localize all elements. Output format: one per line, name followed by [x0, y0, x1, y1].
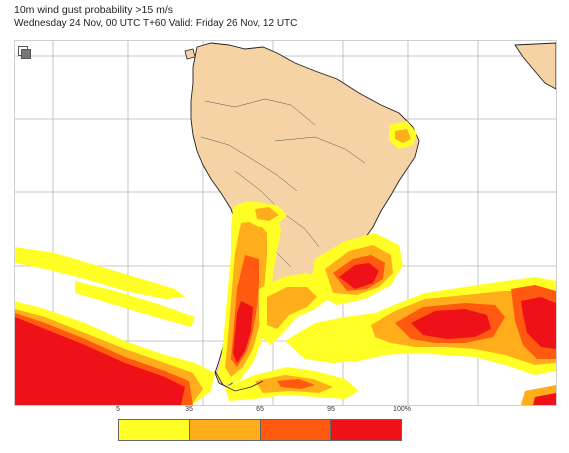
map-title: 10m wind gust probability >15 m/s [14, 4, 174, 16]
map-subtitle: Wednesday 24 Nov, 00 UTC T+60 Valid: Fri… [14, 18, 298, 29]
legend-tick-100: 100% [393, 406, 411, 413]
color-legend [118, 419, 402, 441]
field-65-95-drake [277, 379, 315, 389]
field-35-65-argentina [267, 287, 317, 329]
wind-probability-map [15, 41, 556, 405]
africa-corner-land [514, 42, 556, 90]
field-95-100-atlantic [411, 309, 491, 339]
legend-tick-95: 95 [327, 406, 335, 413]
field-95-100-west [15, 317, 185, 405]
legend-swatch-5-35 [119, 420, 190, 440]
field-95-100-east [521, 297, 556, 349]
tierra-del-fuego-coast [214, 370, 264, 392]
field-edge-east-red [533, 393, 556, 405]
legend-swatch-65-95 [260, 420, 332, 440]
map-panel[interactable] [14, 40, 557, 406]
legend-tick-65: 65 [256, 406, 264, 413]
legend-swatch-95-100 [331, 420, 401, 440]
probability-fields [15, 121, 556, 405]
legend-tick-35: 35 [185, 406, 193, 413]
field-95-100-uruguay [339, 263, 379, 289]
island-land [184, 48, 196, 60]
legend-swatch-35-65 [189, 420, 261, 440]
field-speck-brazil-2 [395, 129, 411, 143]
field-95-100-chile [233, 301, 253, 363]
field-speck-andes-orange [255, 207, 279, 221]
expand-icon[interactable] [18, 46, 31, 59]
field-streak-west-2 [75, 281, 195, 327]
legend-tick-5: 5 [116, 406, 120, 413]
field-streak-west-1 [15, 247, 185, 299]
